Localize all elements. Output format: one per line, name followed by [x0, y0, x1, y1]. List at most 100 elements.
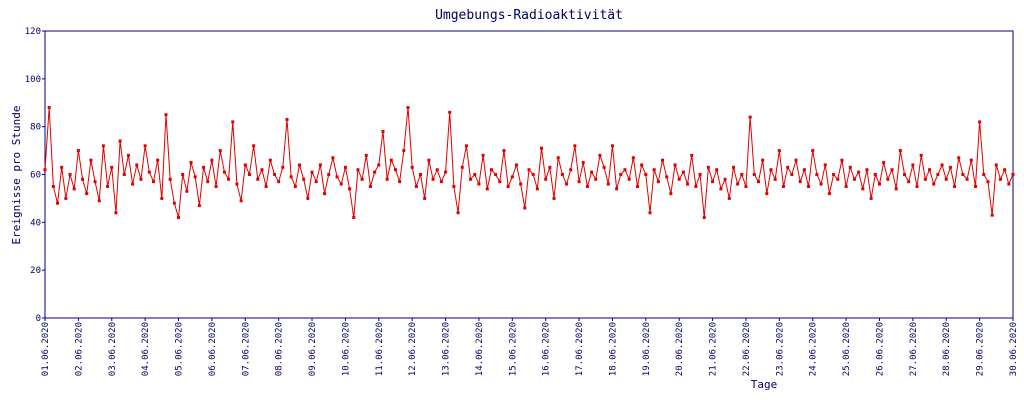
data-point	[43, 168, 47, 172]
data-point	[348, 187, 352, 191]
y-tick-label: 120	[25, 27, 41, 37]
data-point	[393, 168, 397, 172]
data-point	[928, 168, 932, 172]
data-point	[147, 170, 151, 174]
data-point	[619, 173, 623, 176]
data-point	[811, 149, 815, 153]
data-point	[172, 201, 176, 205]
data-point	[936, 173, 940, 176]
x-tick-label: 16.06.2020	[542, 322, 552, 376]
x-tick-label: 08.06.2020	[275, 322, 285, 376]
data-point	[782, 184, 786, 188]
data-point	[669, 192, 673, 196]
data-point	[544, 177, 548, 181]
data-point	[389, 158, 393, 162]
data-point	[877, 182, 881, 186]
data-point	[944, 177, 948, 181]
data-point	[1011, 173, 1015, 176]
data-point	[886, 177, 890, 181]
data-point	[569, 168, 573, 172]
data-point	[414, 184, 418, 188]
data-point	[844, 184, 848, 188]
chart-title: Umgebungs-Radioaktivität	[435, 8, 623, 23]
y-axis-label: Ereignisse pro Stunde	[10, 105, 23, 244]
data-point	[352, 216, 356, 220]
data-point	[298, 163, 302, 167]
data-point	[840, 158, 844, 162]
data-point	[281, 165, 285, 169]
data-point	[481, 153, 485, 157]
data-point	[101, 144, 105, 148]
x-axis-label: Tage	[751, 378, 778, 391]
data-point	[752, 173, 756, 176]
data-point	[106, 184, 110, 188]
data-point	[494, 173, 498, 176]
data-point	[185, 189, 189, 193]
x-tick-label: 12.06.2020	[408, 322, 418, 376]
data-point	[932, 182, 936, 186]
data-point	[656, 180, 660, 184]
data-point	[807, 184, 811, 188]
data-point	[969, 158, 973, 162]
data-point	[965, 177, 969, 181]
data-point	[711, 180, 715, 184]
x-tick-label: 19.06.2020	[642, 322, 652, 376]
data-point	[164, 113, 168, 117]
data-point	[410, 165, 414, 169]
data-point	[861, 187, 865, 191]
data-point	[85, 192, 89, 196]
data-point	[994, 163, 998, 167]
data-point	[377, 163, 381, 167]
data-point	[681, 170, 685, 174]
x-tick-label: 04.06.2020	[141, 322, 151, 376]
data-point	[193, 175, 197, 179]
data-point	[869, 196, 873, 200]
data-point	[590, 170, 594, 174]
data-point	[986, 180, 990, 184]
x-tick-label: 01.06.2020	[41, 322, 51, 376]
data-point	[627, 177, 631, 181]
data-point	[744, 184, 748, 188]
x-tick-label: 03.06.2020	[108, 322, 118, 376]
x-tick-label: 09.06.2020	[308, 322, 318, 376]
data-point	[431, 177, 435, 181]
data-point	[552, 196, 556, 200]
data-point	[210, 158, 214, 162]
data-point	[373, 170, 377, 174]
x-tick-label: 22.06.2020	[742, 322, 752, 376]
data-point	[335, 175, 339, 179]
data-point	[227, 177, 231, 181]
data-point	[523, 206, 527, 210]
data-point	[719, 187, 723, 191]
data-point	[961, 173, 965, 176]
data-point	[606, 182, 610, 186]
data-point	[126, 153, 130, 157]
data-point	[857, 170, 861, 174]
data-point	[235, 182, 239, 186]
y-tick-label: 60	[30, 171, 41, 181]
data-point	[573, 144, 577, 148]
data-point	[865, 168, 869, 172]
data-point	[131, 182, 135, 186]
data-point	[802, 168, 806, 172]
data-point	[452, 184, 456, 188]
data-point	[439, 180, 443, 184]
data-point	[665, 175, 669, 179]
data-point	[585, 184, 589, 188]
data-point	[218, 149, 222, 153]
data-point	[97, 199, 101, 203]
data-point	[314, 180, 318, 184]
data-point	[527, 168, 531, 172]
data-point	[556, 156, 560, 160]
data-point	[151, 180, 155, 184]
data-point	[156, 158, 160, 162]
data-point	[736, 182, 740, 186]
data-point	[160, 196, 164, 200]
data-point	[51, 184, 55, 188]
data-point	[953, 184, 957, 188]
data-point	[777, 149, 781, 153]
data-point	[686, 182, 690, 186]
data-point	[252, 144, 256, 148]
data-point	[498, 180, 502, 184]
x-tick-label: 30.06.2020	[1009, 322, 1019, 376]
